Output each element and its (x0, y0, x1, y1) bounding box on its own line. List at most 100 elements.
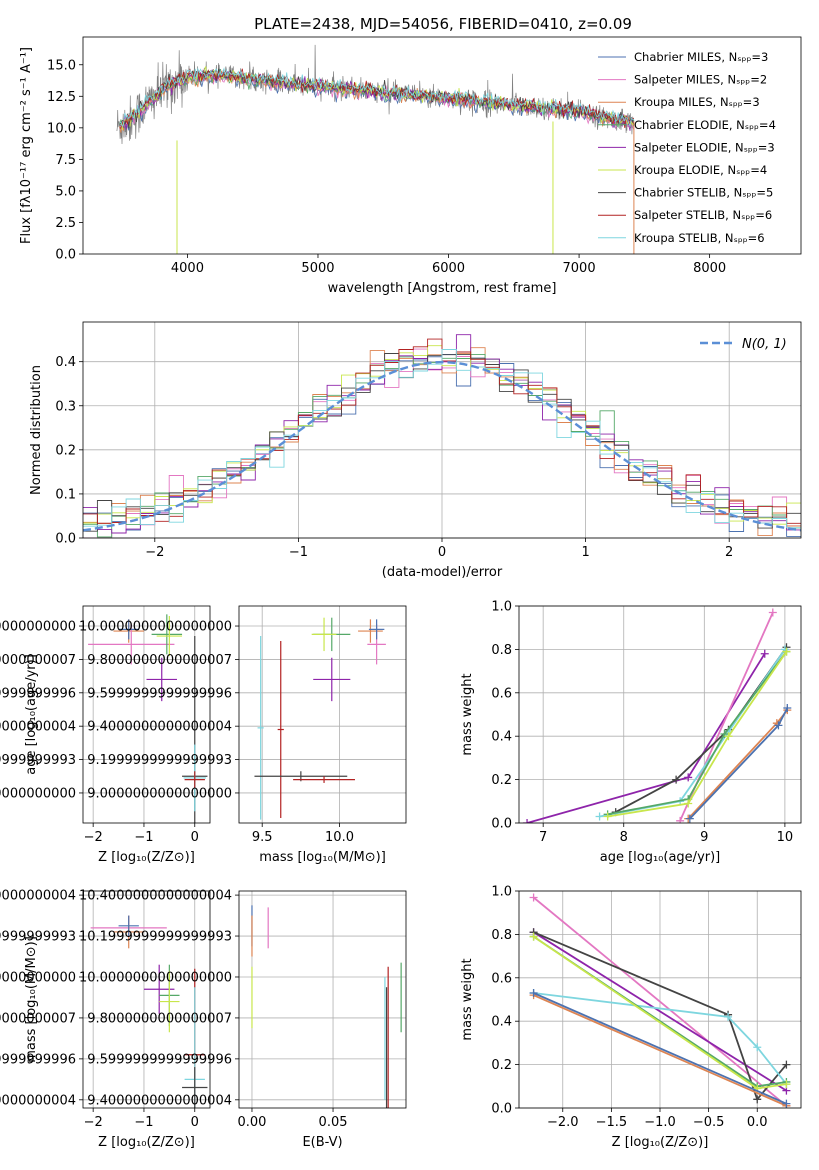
y-tick-label: 1.0 (491, 600, 512, 615)
weight-marker-kroupa_elodie (782, 1080, 791, 1089)
residuals-panel: −2 −1 0 1 2 0.0 0.1 0.2 0.3 0.4 (data-model)/error… (29, 321, 802, 580)
y-tick-label: 9.5999999999999996 (87, 1052, 232, 1067)
y-tick-label: 9.4000000000000004 (0, 1093, 76, 1108)
axes-frame (82, 890, 211, 1109)
y-axis-label: age [log₁₀(age/yr)] (24, 654, 39, 775)
y-tick-label: 0.0 (55, 532, 76, 547)
y-tick-label: 5.0 (55, 184, 76, 199)
weight-marker-chabrier_stelib (782, 1060, 791, 1069)
y-tick-label: 0.4 (55, 355, 76, 370)
weight-marker-chabrier_stelib (672, 775, 681, 784)
y-tick-label: 0.2 (491, 1058, 512, 1073)
legend-label-salpeter_elodie: Salpeter ELODIE, Nₛₚₚ=3 (634, 140, 775, 154)
weight-marker-chabrier_miles (529, 988, 538, 997)
y-tick-label: 10.1999999999999993 (0, 930, 76, 945)
mass-vs-z-panel: −2 −1 0 9.4000000000000004 9.599999999999999… (0, 889, 211, 1150)
x-tick-label: 0 (438, 545, 446, 560)
weight-marker-kroupa_stelib (724, 1012, 733, 1021)
model-spectrum-kroupa_stelib (119, 67, 635, 128)
age-vs-mass-panel: 9.5 10.0 9.0000000000000000 9.1999999999999… (79, 605, 407, 865)
y-tick-label: 9.4000000000000004 (0, 720, 76, 735)
age-vs-z-plot-area (88, 614, 208, 823)
y-tick-label: 10.4000000000000004 (0, 889, 76, 904)
x-tick-label: 1 (581, 545, 589, 560)
weight-marker-chabrier_miles (774, 721, 783, 730)
weight-line-kroupa_stelib (533, 992, 788, 1085)
x-tick-label: −2.0 (547, 1115, 579, 1130)
y-tick-label: 10.0 (47, 121, 76, 136)
x-tick-label: 0.05 (319, 1115, 348, 1130)
y-tick-label: 9.5999999999999996 (0, 1052, 76, 1067)
legend-label-chabrier_miles: Chabrier MILES, Nₛₚₚ=3 (634, 50, 768, 64)
y-tick-label: 9.4000000000000004 (87, 720, 232, 735)
weight-line-salpeter_miles (533, 896, 787, 1107)
weight-line-chabrier_miles (533, 992, 787, 1105)
weight-marker-kroupa_stelib (753, 1043, 762, 1052)
mass-vs-z-plot-area (90, 915, 208, 1108)
weight-marker-salpeter_miles (768, 608, 777, 617)
weight-marker-kroupa_stelib (595, 812, 604, 821)
x-tick-label: −2 (84, 830, 103, 845)
y-tick-label: 9.8000000000000007 (0, 1011, 76, 1026)
x-tick-label: 0.0 (747, 1115, 768, 1130)
axes-frame (82, 605, 211, 824)
residual-legend: N(0, 1) (700, 337, 787, 352)
weight-marker-salpeter_elodie (523, 819, 532, 823)
x-tick-label: 0 (191, 830, 199, 845)
gaussian-curve (83, 360, 801, 532)
y-tick-label: 9.8000000000000007 (87, 1011, 232, 1026)
y-tick-label: 7.5 (55, 153, 76, 168)
x-axis-label: E(B-V) (302, 1135, 342, 1150)
y-tick-label: 10.4000000000000004 (79, 889, 232, 904)
y-tick-label: 2.5 (55, 216, 76, 231)
y-tick-label: 15.0 (47, 58, 76, 73)
y-tick-label: 10.0000000000000000 (0, 970, 76, 985)
y-tick-label: 9.5999999999999996 (0, 686, 76, 701)
x-axis-label: Z [log₁₀(Z/Z⊙)] (98, 850, 195, 865)
weight-line-chabrier_stelib (615, 646, 788, 813)
weight-marker-salpeter_miles (529, 893, 538, 902)
x-tick-label: −1 (134, 1115, 153, 1130)
weight-line-kroupa_elodie (607, 651, 788, 818)
x-tick-label: 0.00 (237, 1115, 266, 1130)
x-tick-label: −0.5 (693, 1115, 725, 1130)
y-tick-label: 0.2 (55, 443, 76, 458)
y-tick-label: 1.0 (491, 885, 512, 900)
weight-marker-salpeter_miles (676, 816, 685, 823)
mass-vs-ebv-panel: 0.00 0.05 9.4000000000000004 9.599999999999… (79, 889, 407, 1150)
y-tick-label: 10.0000000000000000 (79, 970, 232, 985)
y-tick-label: 0.3 (55, 399, 76, 414)
x-tick-label: −1 (289, 545, 308, 560)
spectrum-plot-area (116, 44, 635, 254)
weight-vs-age-panel: 7 8 9 10 0.0 0.2 0.4 0.6 0.8 1.0 age [log₁₀(age/yr… (460, 600, 802, 865)
residuals-plot-area (83, 334, 801, 538)
weight-line-kroupa_miles (533, 994, 787, 1107)
y-tick-label: 0.6 (491, 686, 512, 701)
x-axis-label: Z [log₁₀(Z/Z⊙)] (98, 1135, 195, 1150)
weight-line-chabrier_stelib (533, 931, 788, 1102)
y-tick-label: 0.8 (491, 928, 512, 943)
weight-marker-salpeter_elodie (684, 773, 693, 782)
legend-label-salpeter_miles: Salpeter MILES, Nₛₚₚ=2 (634, 73, 767, 87)
x-tick-label: 7 (539, 830, 547, 845)
weight-line-chabrier_elodie (607, 651, 788, 816)
spectrum-title: PLATE=2438, MJD=54056, FIBERID=0410, z=0… (254, 15, 632, 33)
model-spectrum-chabrier_stelib (119, 68, 635, 129)
y-axis-label: Normed distribution (29, 365, 44, 495)
x-tick-label: −1 (134, 830, 153, 845)
weight-marker-chabrier_miles (685, 814, 694, 823)
y-tick-label: 0.8 (491, 643, 512, 658)
y-tick-label: 9.1999999999999993 (0, 753, 76, 768)
weight-marker-chabrier_elodie (720, 730, 729, 739)
legend-label-salpeter_stelib: Salpeter STELIB, Nₛₚₚ=6 (634, 208, 772, 222)
x-tick-label: 4000 (171, 261, 204, 276)
histogram-kroupa_stelib (83, 349, 801, 529)
weight-marker-kroupa_elodie (529, 932, 538, 941)
weight-marker-chabrier_stelib (753, 1095, 762, 1104)
weight-vs-z-plot-area (529, 893, 791, 1108)
weight-vs-age-plot-area (523, 608, 792, 823)
weight-marker-chabrier_miles (782, 1099, 791, 1108)
spectrum-legend: Chabrier MILES, Nₛₚₚ=3 Salpeter MILES, Nₛ… (598, 50, 776, 245)
weight-marker-chabrier_miles (783, 703, 792, 712)
